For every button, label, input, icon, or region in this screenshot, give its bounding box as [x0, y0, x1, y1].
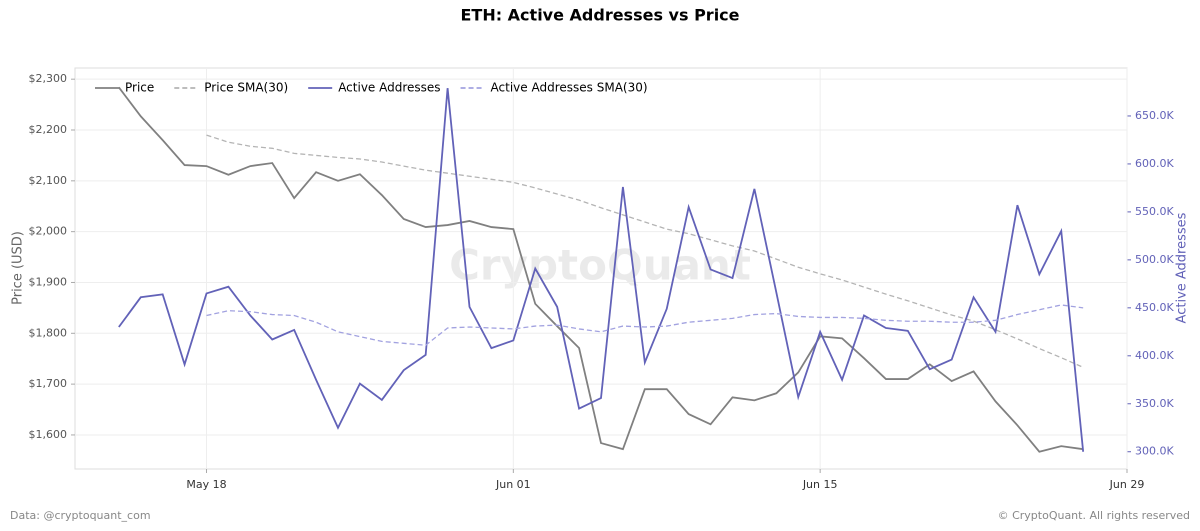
y-tick-label: $2,100	[29, 174, 68, 187]
y-tick-label: $1,800	[29, 326, 68, 339]
y-tick-label: $2,000	[29, 225, 68, 238]
y2-tick-label: 500.0K	[1135, 253, 1174, 266]
chart-title: ETH: Active Addresses vs Price	[460, 6, 739, 25]
legend-label: Price SMA(30)	[204, 81, 288, 95]
x-tick-label: Jun 29	[1109, 478, 1145, 491]
legend-label: Price	[125, 81, 154, 95]
y2-tick-label: 600.0K	[1135, 157, 1174, 170]
y-tick-label: $2,200	[29, 123, 68, 136]
y-axis-label: Price (USD)	[11, 231, 26, 305]
data-line	[118, 88, 1085, 452]
x-tick-label: Jun 15	[802, 478, 838, 491]
y-tick-label: $1,900	[29, 275, 68, 288]
y2-tick-label: 650.0K	[1135, 109, 1174, 122]
legend-label: Active Addresses SMA(30)	[491, 81, 648, 95]
data-line	[118, 86, 1084, 453]
y2-tick-label: 350.0K	[1135, 397, 1174, 410]
watermark: CryptoQuant	[449, 241, 751, 290]
copyright-note: © CryptoQuant. All rights reserved	[998, 509, 1190, 522]
y-tick-label: $2,300	[29, 72, 68, 85]
y2-tick-label: 550.0K	[1135, 205, 1174, 218]
y2-tick-label: 400.0K	[1135, 349, 1174, 362]
x-tick-label: May 18	[186, 478, 226, 491]
legend-label: Active Addresses	[338, 81, 440, 95]
x-tick-label: Jun 01	[495, 478, 531, 491]
y-tick-label: $1,700	[29, 377, 68, 390]
y-tick-label: $1,600	[29, 428, 68, 441]
data-line	[206, 134, 1084, 368]
y2-tick-label: 300.0K	[1135, 445, 1174, 458]
data-line	[206, 304, 1084, 346]
y2-axis-label: Active Addresses	[1175, 212, 1190, 323]
source-note: Data: @cryptoquant_com	[10, 509, 151, 522]
y2-tick-label: 450.0K	[1135, 301, 1174, 314]
